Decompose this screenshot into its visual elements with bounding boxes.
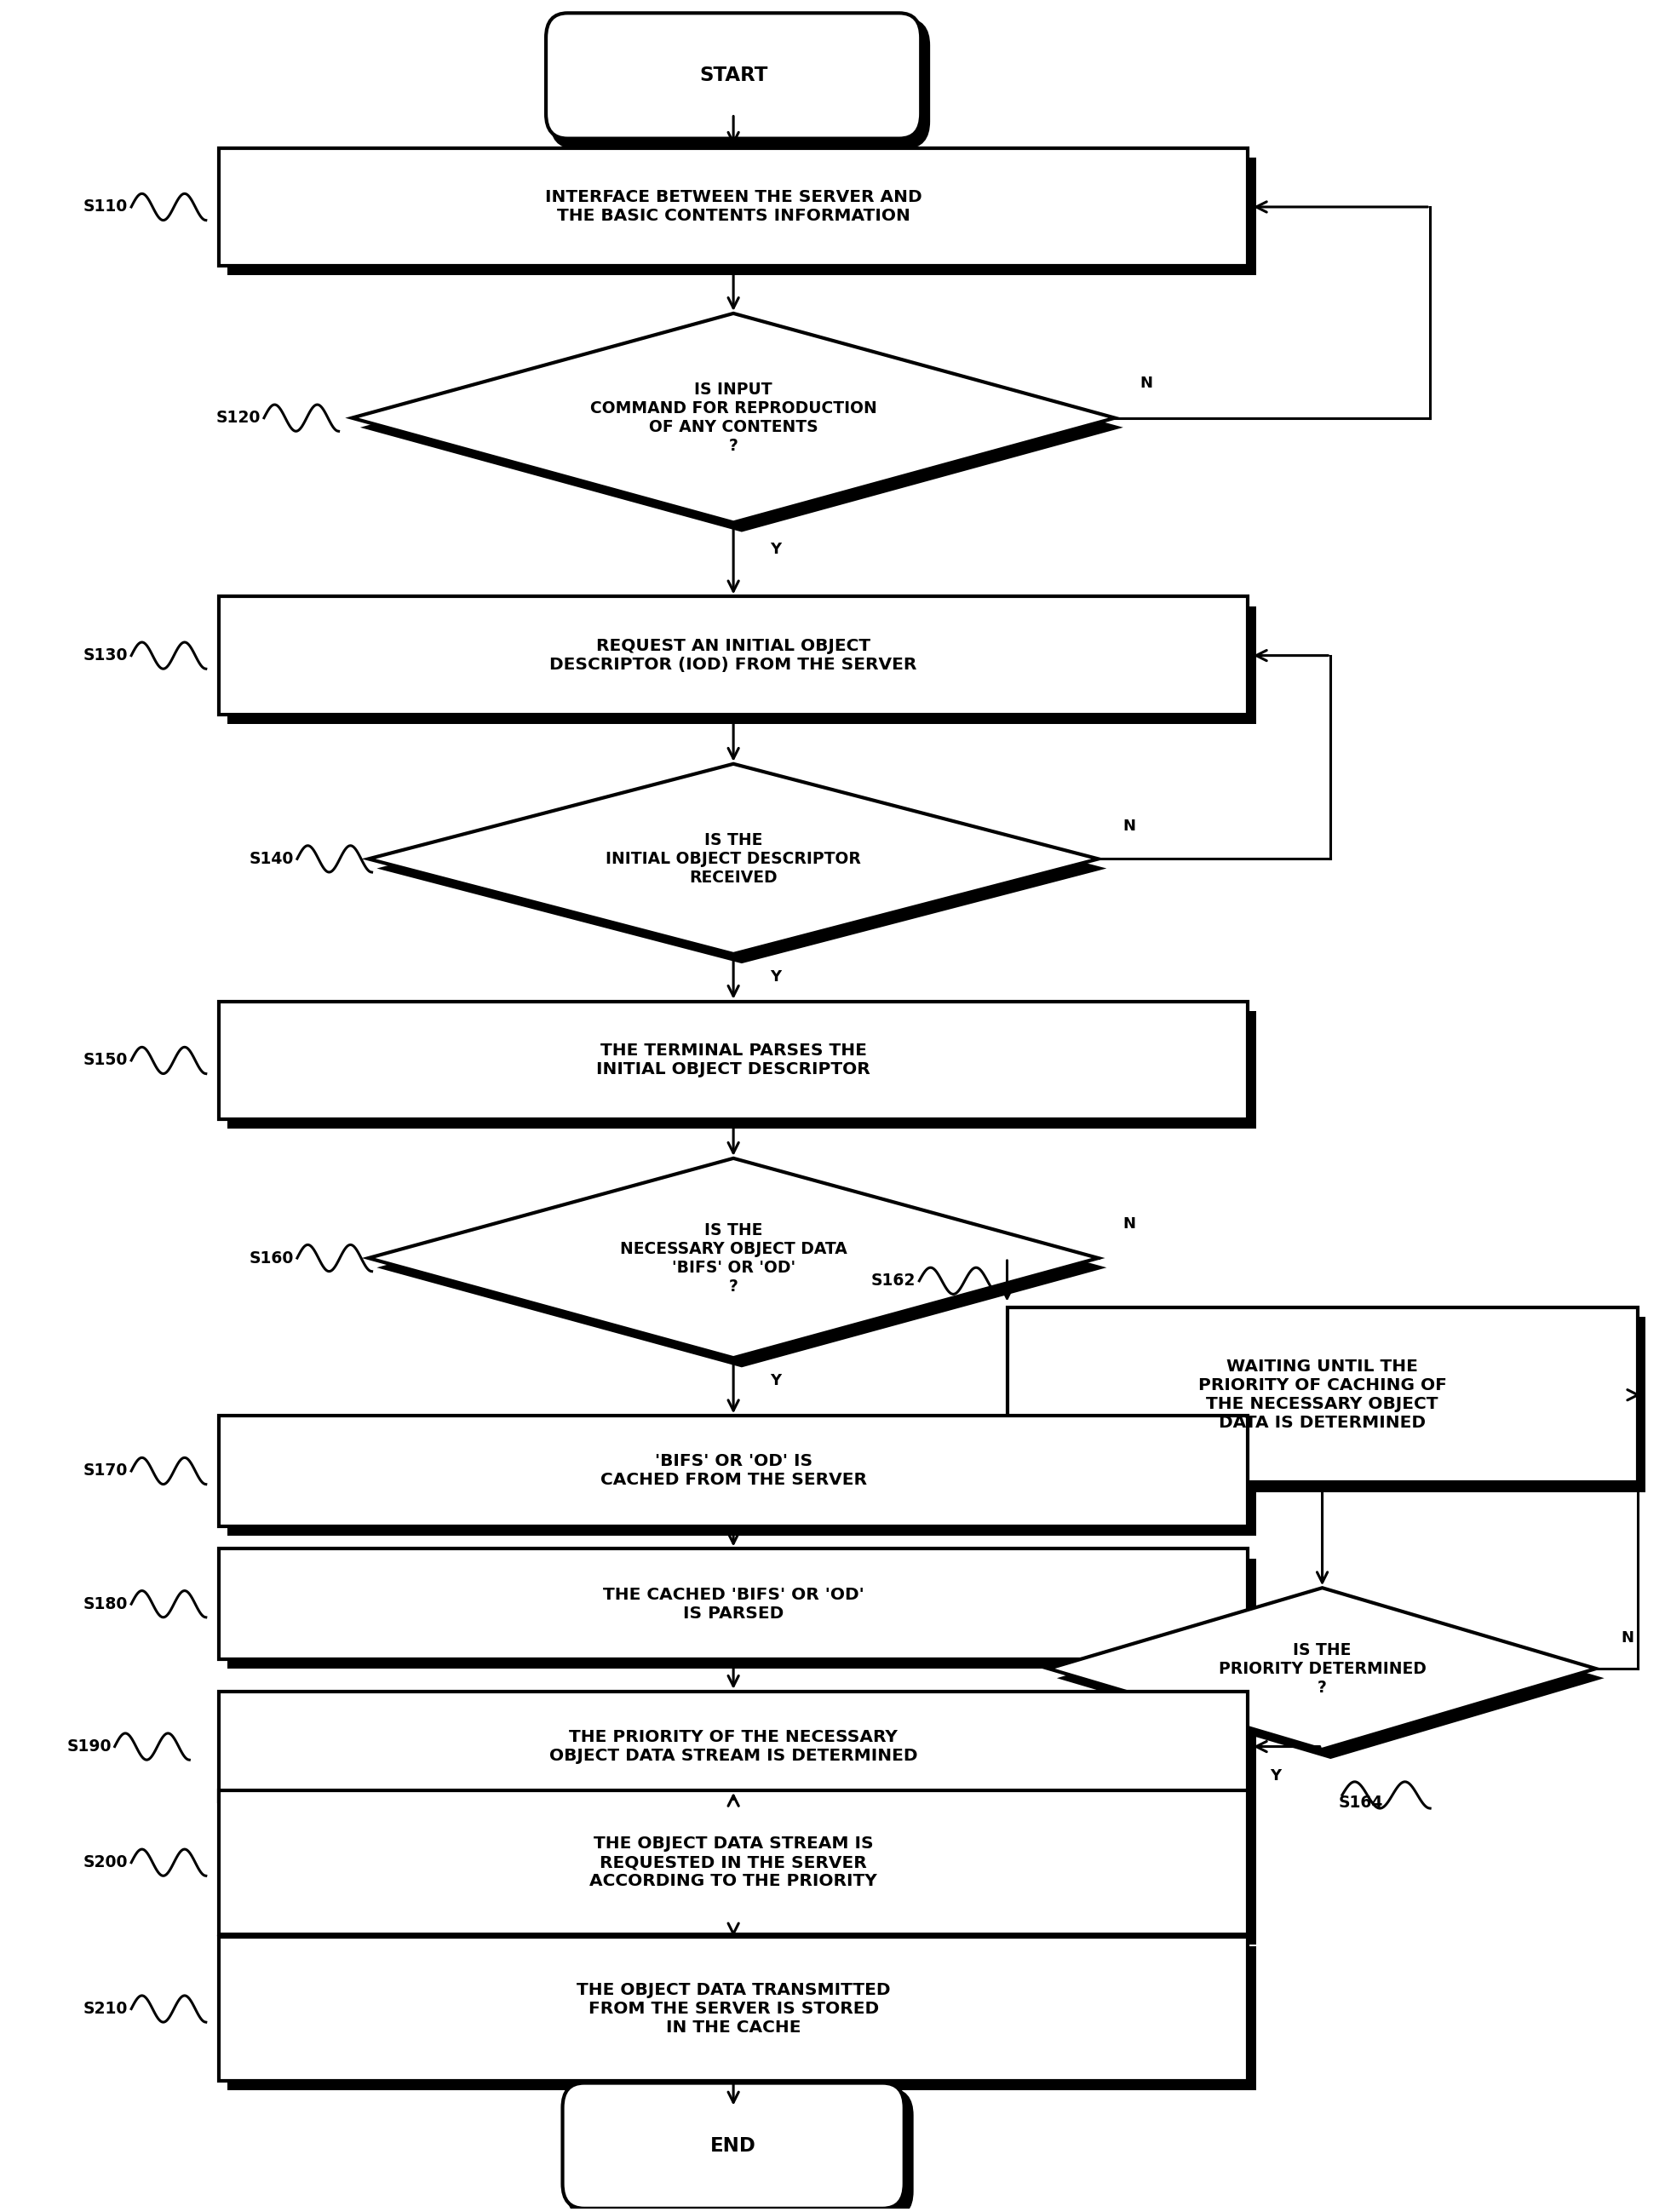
Text: Y: Y: [769, 1374, 781, 1389]
Bar: [228, 1559, 1255, 1668]
Text: N: N: [1122, 1217, 1136, 1232]
Text: THE OBJECT DATA STREAM IS
REQUESTED IN THE SERVER
ACCORDING TO THE PRIORITY: THE OBJECT DATA STREAM IS REQUESTED IN T…: [589, 1836, 877, 1889]
Polygon shape: [1056, 1597, 1603, 1759]
Text: WAITING UNTIL THE
PRIORITY OF CACHING OF
THE NECESSARY OBJECT
DATA IS DETERMINED: WAITING UNTIL THE PRIORITY OF CACHING OF…: [1197, 1358, 1445, 1431]
Text: S210: S210: [83, 2002, 128, 2017]
Text: THE TERMINAL PARSES THE
INITIAL OBJECT DESCRIPTOR: THE TERMINAL PARSES THE INITIAL OBJECT D…: [596, 1042, 871, 1077]
Text: N: N: [1139, 376, 1152, 392]
Text: S140: S140: [250, 852, 293, 867]
Text: Y: Y: [769, 542, 781, 557]
Polygon shape: [376, 774, 1106, 964]
Bar: [228, 606, 1255, 723]
Bar: [228, 1947, 1255, 2090]
Bar: [228, 1011, 1255, 1128]
Text: Y: Y: [1269, 1767, 1280, 1783]
Text: S162: S162: [871, 1272, 916, 1290]
Bar: [220, 1002, 1247, 1119]
Text: S120: S120: [216, 409, 260, 427]
Bar: [228, 157, 1255, 274]
Bar: [220, 597, 1247, 714]
Bar: [228, 1801, 1255, 1944]
Text: IS INPUT
COMMAND FOR REPRODUCTION
OF ANY CONTENTS
?: IS INPUT COMMAND FOR REPRODUCTION OF ANY…: [589, 383, 876, 453]
Text: THE CACHED 'BIFS' OR 'OD'
IS PARSED: THE CACHED 'BIFS' OR 'OD' IS PARSED: [603, 1586, 864, 1621]
Polygon shape: [360, 323, 1122, 531]
Polygon shape: [376, 1168, 1106, 1367]
Bar: [220, 1416, 1247, 1526]
Text: S130: S130: [83, 648, 128, 664]
Bar: [220, 1692, 1247, 1803]
Text: Y: Y: [769, 969, 781, 984]
Text: S110: S110: [83, 199, 128, 215]
Bar: [220, 1548, 1247, 1659]
Text: THE PRIORITY OF THE NECESSARY
OBJECT DATA STREAM IS DETERMINED: THE PRIORITY OF THE NECESSARY OBJECT DAT…: [549, 1730, 917, 1763]
Bar: [220, 1790, 1247, 1936]
Polygon shape: [368, 1159, 1097, 1358]
Text: END: END: [709, 2137, 756, 2154]
Text: THE OBJECT DATA TRANSMITTED
FROM THE SERVER IS STORED
IN THE CACHE: THE OBJECT DATA TRANSMITTED FROM THE SER…: [576, 1982, 889, 2035]
Text: IS THE
NECESSARY OBJECT DATA
'BIFS' OR 'OD'
?: IS THE NECESSARY OBJECT DATA 'BIFS' OR '…: [619, 1221, 846, 1294]
Bar: [220, 1938, 1247, 2081]
Text: S164: S164: [1339, 1794, 1382, 1812]
Bar: [228, 1425, 1255, 1535]
Text: S180: S180: [83, 1595, 128, 1613]
Text: N: N: [1122, 818, 1136, 834]
Text: S200: S200: [83, 1854, 128, 1871]
Text: INTERFACE BETWEEN THE SERVER AND
THE BASIC CONTENTS INFORMATION: INTERFACE BETWEEN THE SERVER AND THE BAS…: [544, 190, 921, 223]
Bar: [1016, 1316, 1645, 1491]
Polygon shape: [351, 314, 1114, 522]
FancyBboxPatch shape: [546, 13, 921, 139]
Text: S160: S160: [250, 1250, 293, 1265]
FancyBboxPatch shape: [569, 2090, 911, 2212]
FancyBboxPatch shape: [563, 2084, 904, 2208]
Polygon shape: [368, 763, 1097, 953]
Bar: [1007, 1307, 1637, 1482]
FancyBboxPatch shape: [553, 20, 927, 146]
Text: N: N: [1620, 1630, 1633, 1646]
Text: REQUEST AN INITIAL OBJECT
DESCRIPTOR (IOD) FROM THE SERVER: REQUEST AN INITIAL OBJECT DESCRIPTOR (IO…: [549, 637, 917, 672]
Bar: [220, 148, 1247, 265]
Bar: [228, 1701, 1255, 1812]
Text: 'BIFS' OR 'OD' IS
CACHED FROM THE SERVER: 'BIFS' OR 'OD' IS CACHED FROM THE SERVER: [599, 1453, 866, 1489]
Text: IS THE
PRIORITY DETERMINED
?: IS THE PRIORITY DETERMINED ?: [1217, 1641, 1425, 1694]
Text: IS THE
INITIAL OBJECT DESCRIPTOR
RECEIVED: IS THE INITIAL OBJECT DESCRIPTOR RECEIVE…: [606, 832, 861, 885]
Text: S150: S150: [83, 1053, 128, 1068]
Polygon shape: [1047, 1588, 1595, 1750]
Text: START: START: [699, 66, 768, 86]
Text: S190: S190: [67, 1739, 112, 1754]
Text: S170: S170: [83, 1462, 128, 1480]
